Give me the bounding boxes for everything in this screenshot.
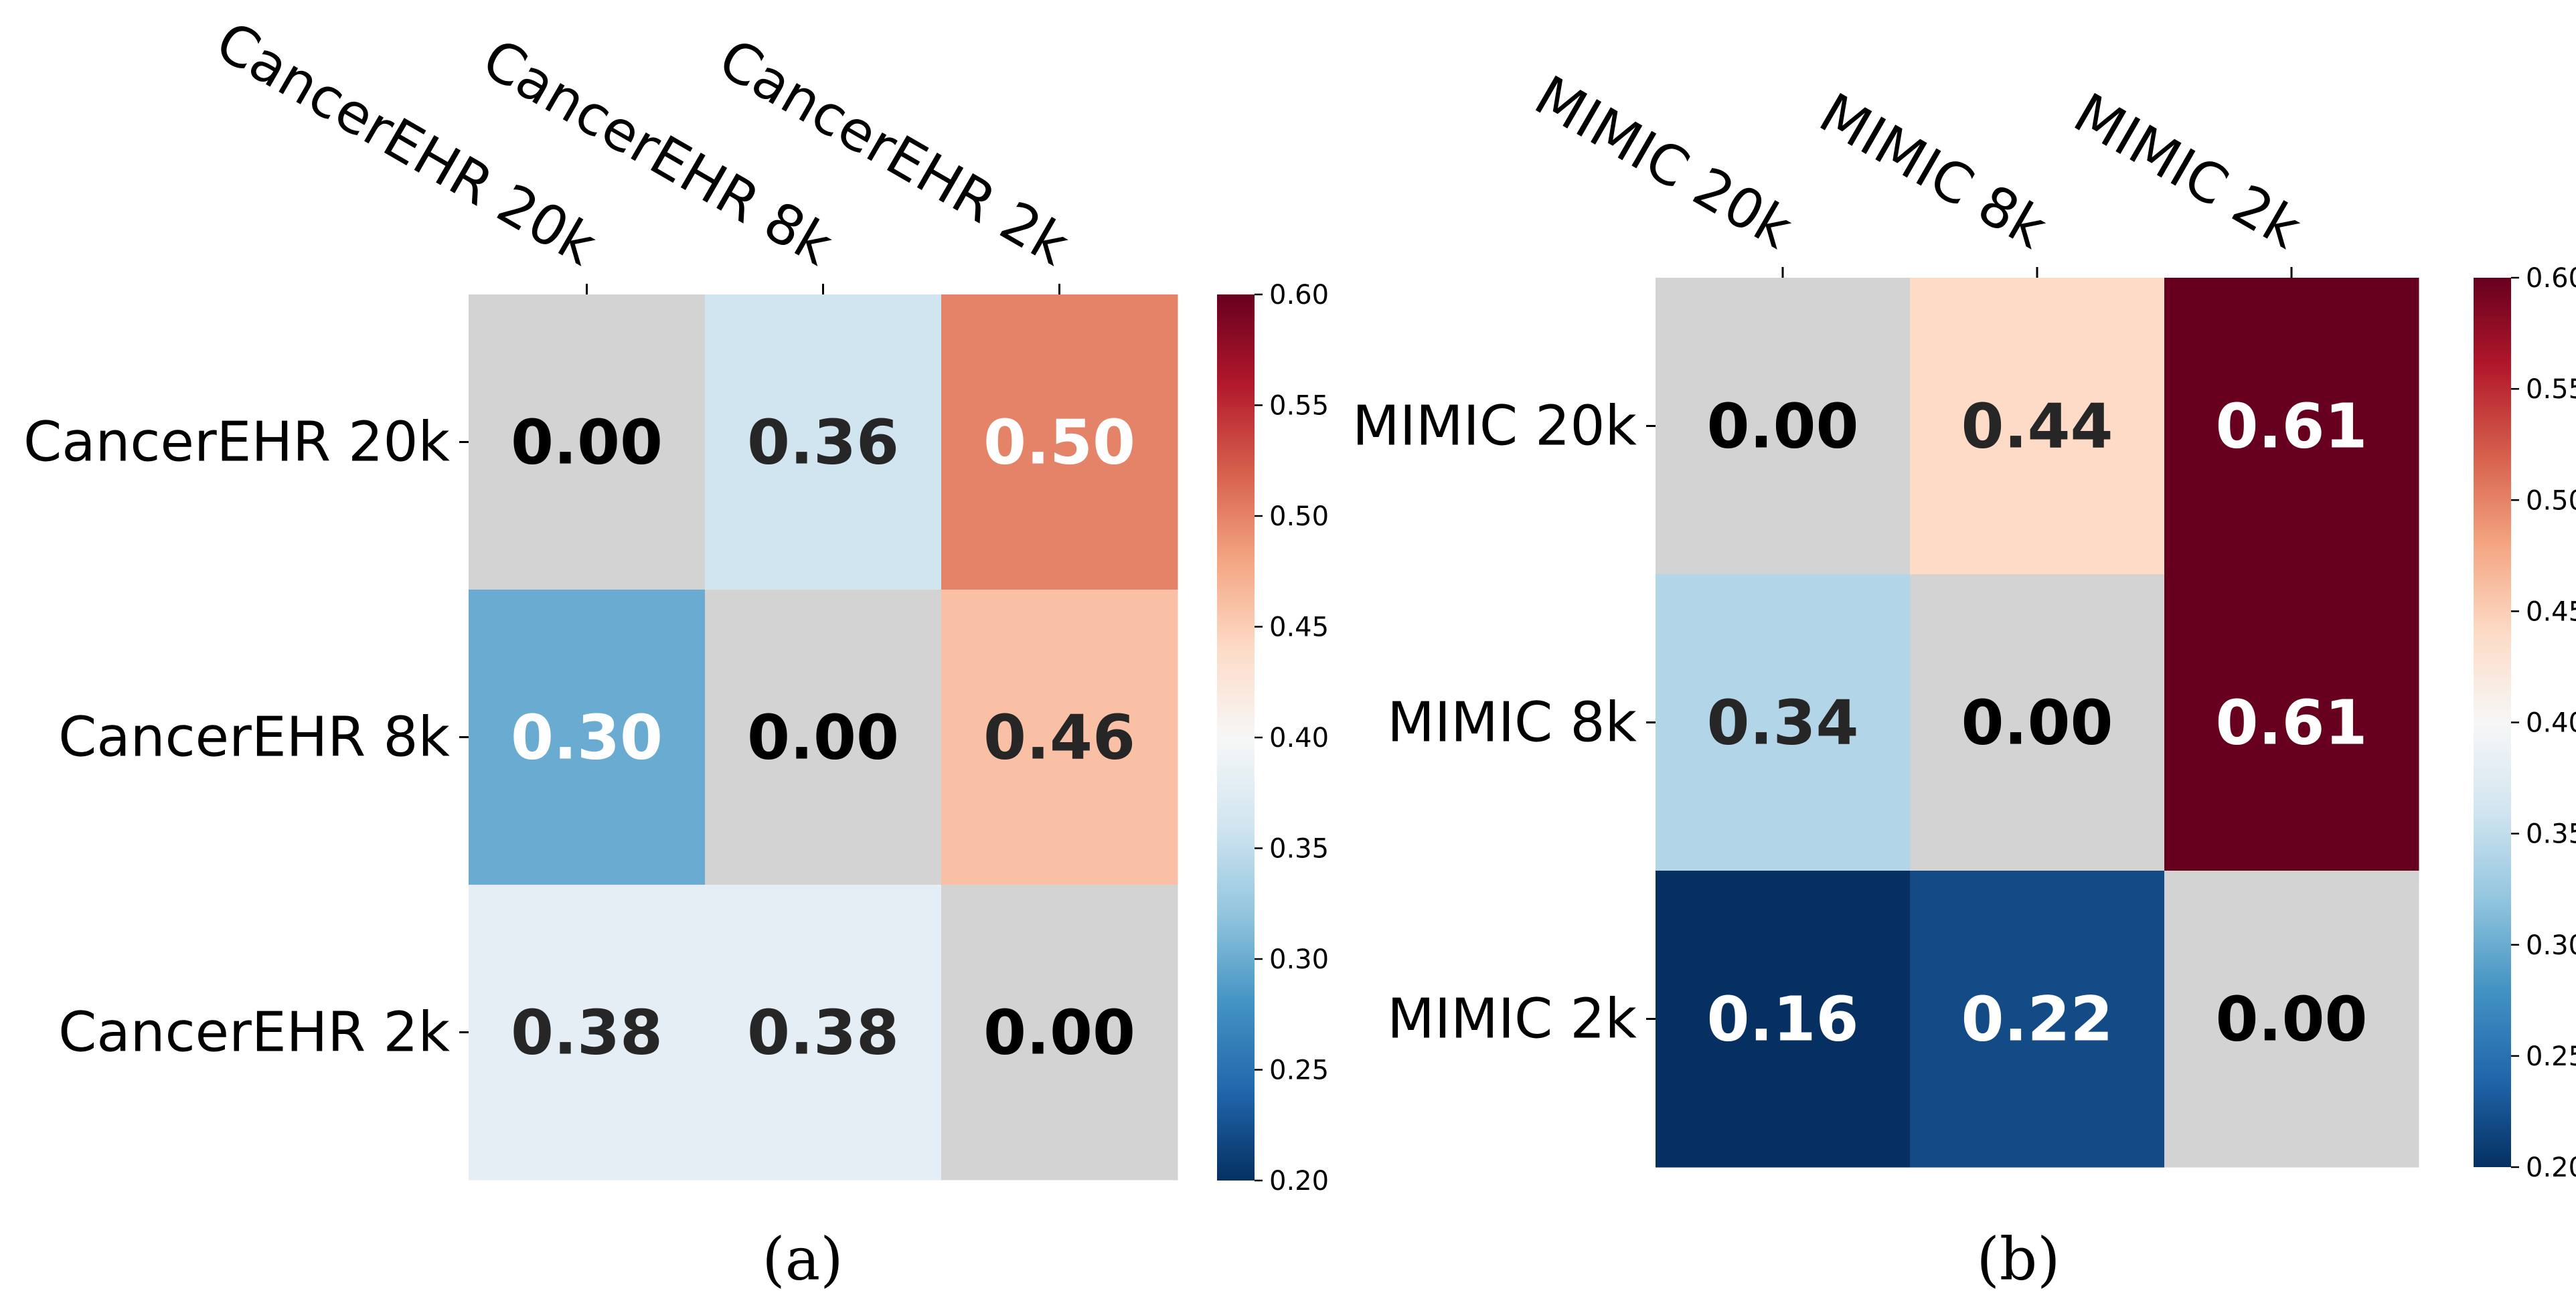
colorbar-tick-label: 0.60 [1269, 280, 1329, 311]
heatmap-cell [2164, 871, 2419, 1168]
cell-value-label: 0.44 [1961, 391, 2113, 462]
row-label: MIMIC 2k [1387, 988, 1637, 1051]
colorbar-tick-label: 0.45 [1269, 612, 1329, 643]
col-label: MIMIC 8k [1809, 82, 2057, 262]
row-label: MIMIC 8k [1387, 691, 1637, 755]
cell-value-label: 0.38 [747, 997, 899, 1069]
colorbar-tick-label: 0.50 [1269, 501, 1329, 532]
cell-value-label: 0.34 [1707, 687, 1859, 759]
colorbar-tick-label: 0.20 [2526, 1152, 2576, 1183]
colorbar-tick-label: 0.55 [2526, 374, 2576, 405]
heatmap-cell [941, 590, 1178, 885]
cell-value-label: 0.61 [2216, 687, 2368, 759]
colorbar-tick-label: 0.50 [2526, 485, 2576, 516]
colorbar-tick-label: 0.60 [2526, 263, 2576, 294]
colorbar [2474, 278, 2511, 1167]
heatmap-panel-a: 0.00 0.36 0.50 0.30 0.00 0.46 0.38 0.38 0.00 Canc… [23, 10, 1329, 1197]
heatmap-cell [469, 885, 706, 1181]
heatmap-cell [2164, 278, 2419, 575]
cell-value-label: 0.00 [511, 407, 663, 478]
col-label: MIMIC 20k [1524, 64, 1803, 262]
colorbar [1217, 294, 1255, 1181]
heatmap-cell [1910, 574, 2165, 871]
heatmap-cell [1656, 871, 1911, 1168]
heatmap-cell [1656, 278, 1911, 575]
row-label: MIMIC 20k [1352, 395, 1637, 458]
cell-value-label: 0.00 [1961, 687, 2113, 759]
colorbar-tick-label: 0.30 [2526, 930, 2576, 961]
cell-value-label: 0.50 [983, 407, 1135, 478]
cell-value-label: 0.16 [1707, 984, 1859, 1055]
colorbar-tick-label: 0.35 [2526, 819, 2576, 850]
colorbar-tick-label: 0.25 [1269, 1055, 1329, 1086]
cell-value-label: 0.36 [747, 407, 899, 478]
heatmap-cell [2164, 574, 2419, 871]
panel-a-caption: (a) [762, 1225, 843, 1294]
heatmap-cell [1910, 278, 2165, 575]
cell-value-label: 0.00 [983, 997, 1135, 1069]
panel-b-caption: (b) [1977, 1225, 2061, 1294]
colorbar-tick-label: 0.30 [1269, 944, 1329, 975]
cell-value-label: 0.30 [511, 702, 663, 774]
heatmap-cell [1910, 871, 2165, 1168]
col-label: CancerEHR 20k [206, 10, 607, 278]
heatmap-cell [469, 590, 706, 885]
colorbar-tick-label: 0.35 [1269, 834, 1329, 865]
cell-value-label: 0.22 [1961, 984, 2113, 1055]
heatmap-cell [705, 885, 942, 1181]
colorbar-tick-label: 0.25 [2526, 1041, 2576, 1072]
colorbar-tick-label: 0.20 [1269, 1166, 1329, 1197]
heatmap-panel-b: 0.00 0.44 0.61 0.34 0.00 0.61 0.16 0.22 0.00 MIMI… [1352, 64, 2576, 1183]
row-label: CancerEHR 20k [23, 411, 451, 474]
heatmap-cell [941, 294, 1178, 590]
cell-value-label: 0.46 [983, 702, 1135, 774]
cell-value-label: 0.00 [1707, 391, 1859, 462]
col-label: MIMIC 2k [2063, 82, 2312, 262]
cell-value-label: 0.00 [2216, 984, 2368, 1055]
colorbar-tick-label: 0.55 [1269, 391, 1329, 422]
heatmap-cell [941, 885, 1178, 1181]
colorbar-tick-label: 0.40 [2526, 708, 2576, 739]
cell-value-label: 0.61 [2216, 391, 2368, 462]
row-label: CancerEHR 8k [58, 706, 450, 770]
cell-value-label: 0.00 [747, 702, 899, 774]
heatmap-cell [705, 590, 942, 885]
heatmap-cell [705, 294, 942, 590]
row-label: CancerEHR 2k [58, 1001, 450, 1065]
colorbar-tick-label: 0.40 [1269, 723, 1329, 754]
heatmap-cell [469, 294, 706, 590]
cell-value-label: 0.38 [511, 997, 663, 1069]
heatmap-cell [1656, 574, 1911, 871]
colorbar-tick-label: 0.45 [2526, 596, 2576, 627]
